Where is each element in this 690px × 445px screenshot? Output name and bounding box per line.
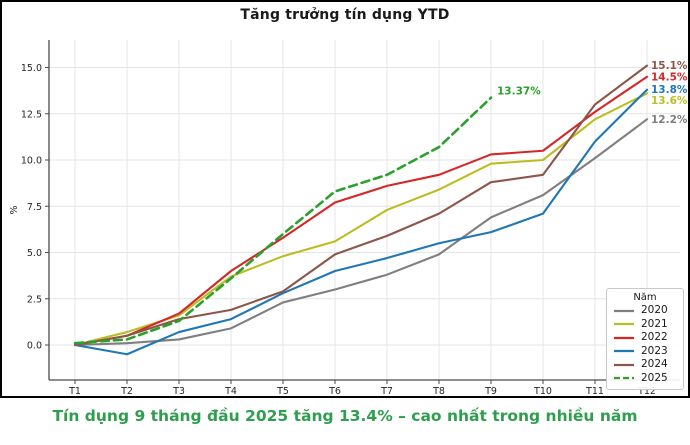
legend-item-2023: 2023: [613, 345, 677, 359]
legend-item-label: 2021: [641, 317, 668, 330]
legend-item-2025: 2025: [613, 372, 677, 386]
y-axis-label: %: [9, 205, 20, 214]
legend-item-label: 2020: [641, 304, 668, 317]
legend-swatch-2022: [614, 336, 634, 339]
legend-item-2020: 2020: [613, 304, 677, 318]
x-tick-label: T10: [533, 386, 552, 396]
legend-swatch-2024: [614, 363, 634, 366]
end-label-2024: 15.1%: [651, 60, 688, 72]
x-tick-label: T2: [120, 386, 133, 396]
chart-caption: Tín dụng 9 tháng đầu 2025 tăng 13.4% – c…: [52, 407, 638, 425]
annotation-label: 13.37%: [497, 86, 541, 98]
x-tick-label: T4: [224, 386, 237, 396]
legend-item-label: 2022: [641, 331, 668, 344]
legend-item-2022: 2022: [613, 331, 677, 345]
x-tick-label: T5: [276, 386, 289, 396]
y-tick-label: 0.0: [27, 341, 42, 352]
chart-figure: Tăng trưởng tín dụng YTD 0.0 2.5 5.0 7.5 10.…: [0, 0, 690, 398]
series-line-2025: [73, 96, 493, 345]
chart-legend: Năm 2020 2021 2022 2023 2024 2025: [606, 288, 684, 390]
legend-item-2024: 2024: [613, 358, 677, 372]
end-label-2022: 14.5%: [651, 71, 688, 83]
legend-swatch-2023: [614, 350, 634, 353]
legend-swatch-2020: [614, 309, 634, 312]
series-line-2021: [73, 92, 649, 347]
legend-swatch-2021: [614, 323, 634, 326]
x-tick-label: T12: [637, 386, 656, 396]
series-line-2023: [73, 88, 649, 356]
x-tick-label: T9: [484, 386, 497, 396]
y-tick-label: 5.0: [27, 248, 42, 259]
y-tick-label: 7.5: [27, 202, 42, 213]
y-tick-label: 15.0: [21, 63, 42, 74]
end-label-2020: 12.2%: [651, 114, 688, 126]
legend-item-label: 2025: [641, 371, 668, 384]
legend-item-label: 2023: [641, 344, 668, 357]
legend-item-2021: 2021: [613, 318, 677, 332]
y-tick-label: 10.0: [21, 156, 42, 167]
y-tick-label: 2.5: [27, 294, 42, 305]
series-line-2020: [73, 118, 649, 347]
x-tick-label: T1: [68, 386, 81, 396]
line-chart-canvas: 0.0 2.5 5.0 7.5 10.0 12.5 15.0 T1 T2 T3 T4 T5 T6 T7 T8…: [9, 40, 688, 396]
series-line-2022: [73, 75, 649, 347]
x-tick-label: T8: [432, 386, 445, 396]
chart-title: Tăng trưởng tín dụng YTD: [240, 7, 450, 23]
end-label-2023: 13.8%: [651, 84, 688, 96]
end-label-2021: 13.6%: [651, 95, 688, 107]
legend-item-label: 2024: [641, 358, 668, 371]
series-line-2024: [73, 64, 649, 347]
y-tick-label: 12.5: [21, 109, 42, 120]
x-tick-label: T7: [380, 386, 393, 396]
legend-title: Năm: [633, 292, 657, 303]
x-tick-label: T3: [172, 386, 185, 396]
x-tick-label: T6: [328, 386, 341, 396]
x-tick-label: T11: [585, 386, 604, 396]
legend-swatch-2025: [614, 377, 634, 380]
